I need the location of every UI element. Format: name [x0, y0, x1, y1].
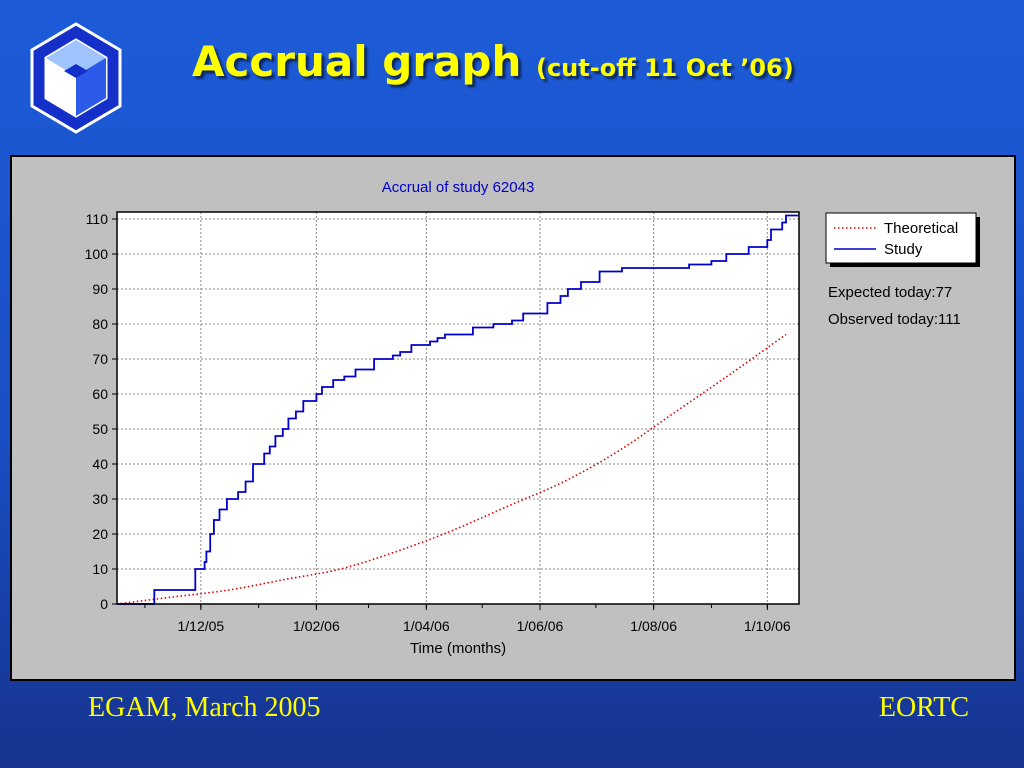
y-tick-label: 80: [92, 316, 108, 332]
accrual-chart: 0 10 20 30 40 50 60 70 80 90 100 110 1/12/05 1/02/06 1…: [85, 179, 980, 657]
series-theoretical-line: [116, 333, 787, 605]
legend-label-study: Study: [884, 241, 923, 258]
title-subtitle: (cut-off 11 Oct ’06): [535, 54, 794, 82]
y-tick-label: 30: [92, 491, 108, 507]
y-tick-label: 70: [92, 351, 108, 367]
plot-frame: [116, 211, 800, 605]
y-tick-label: 110: [86, 211, 109, 227]
series-study-line: [117, 214, 799, 605]
slide-title: Accrual graph (cut-off 11 Oct ’06): [192, 36, 794, 94]
axes: 0 10 20 30 40 50 60 70 80 90 100 110 1/12/05 1/02/06 1…: [85, 211, 791, 634]
y-tick-label: 60: [92, 386, 108, 402]
y-tick-label: 20: [92, 526, 108, 542]
plot-area: [117, 212, 799, 604]
title-main: Accrual graph: [192, 37, 522, 86]
y-tick-label: 10: [92, 561, 108, 577]
footer-right: EORTC: [878, 692, 969, 723]
x-tick-label: 1/12/05: [177, 618, 224, 634]
x-tick-label: 1/10/06: [744, 618, 791, 634]
expected-today-text: Expected today:77: [828, 284, 953, 301]
x-tick-label: 1/04/06: [403, 618, 450, 634]
legend: Theoretical Study: [825, 212, 980, 267]
footer-left: EGAM, March 2005: [88, 692, 321, 723]
legend-box: [825, 212, 977, 264]
legend-label-theoretical: Theoretical: [884, 220, 958, 237]
x-axis-label: Time (months): [410, 640, 506, 657]
x-tick-label: 1/08/06: [630, 618, 677, 634]
y-tick-label: 100: [85, 246, 109, 262]
y-tick-label: 0: [100, 596, 108, 612]
chart-title: Accrual of study 62043: [382, 179, 535, 196]
x-tick-label: 1/06/06: [517, 618, 564, 634]
x-tick-label: 1/02/06: [293, 618, 340, 634]
chart-panel: 0 10 20 30 40 50 60 70 80 90 100 110 1/12/05 1/02/06 1…: [10, 155, 1016, 681]
y-tick-label: 50: [92, 421, 108, 437]
observed-today-text: Observed today:111: [828, 311, 961, 328]
series-layer: [116, 214, 799, 605]
eortc-logo-icon: [30, 22, 122, 134]
y-tick-label: 90: [92, 281, 108, 297]
y-tick-label: 40: [92, 456, 108, 472]
